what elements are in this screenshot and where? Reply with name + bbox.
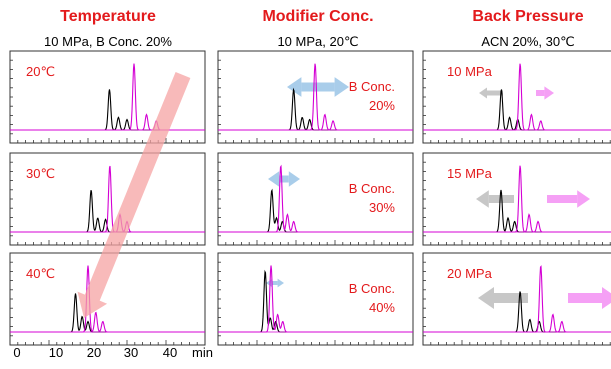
panel-label: 40% xyxy=(369,300,395,315)
shift-arrow-shaft xyxy=(487,90,503,96)
panel-label: 30℃ xyxy=(26,166,55,181)
shift-arrow-head xyxy=(479,87,487,99)
column-title-pressure: Back Pressure xyxy=(472,8,584,25)
column-subtitle-pressure: ACN 20%, 30℃ xyxy=(481,34,575,49)
trace-magenta xyxy=(218,265,413,333)
shift-arrow-head xyxy=(277,278,284,288)
panel-label: 20 MPa xyxy=(447,266,493,281)
column-subtitle-modifier: 10 MPa, 20℃ xyxy=(277,34,359,49)
shift-arrow-head xyxy=(602,287,611,309)
trend-arrow-shape xyxy=(77,72,191,318)
shift-arrow-shaft xyxy=(279,175,289,183)
shift-arrow-head xyxy=(266,278,273,288)
shift-arrow-shaft xyxy=(301,82,335,92)
panel-label: B Conc. xyxy=(349,281,395,296)
x-tick-label: 30 xyxy=(123,345,139,360)
panel-label: 10 MPa xyxy=(447,64,493,79)
shift-arrow-shaft xyxy=(272,281,278,285)
shift-arrow-head xyxy=(268,171,280,187)
chromatogram-panel: 20 MPa xyxy=(422,252,611,346)
chromatogram-panel: B Conc. 20% xyxy=(217,50,414,144)
x-tick-label: 0 xyxy=(13,345,21,360)
panel-label: 20% xyxy=(369,98,395,113)
shift-arrow-head xyxy=(334,77,349,97)
trace-black xyxy=(10,293,205,333)
chromatogram-panel: B Conc. 30% xyxy=(217,152,414,246)
panel-label: 30% xyxy=(369,200,395,215)
trend-arrow xyxy=(77,72,191,318)
shift-arrow-head xyxy=(287,77,302,97)
shift-arrow-head xyxy=(544,86,554,100)
trace-magenta xyxy=(218,63,413,131)
panel-frame xyxy=(217,252,414,346)
shift-arrow-head xyxy=(476,190,489,208)
chromatogram-panel: 40℃ xyxy=(9,252,206,346)
panel-label: B Conc. xyxy=(349,79,395,94)
shift-arrow-head xyxy=(577,190,590,208)
chromatogram-panel: 10 MPa xyxy=(422,50,611,144)
panel-label: 40℃ xyxy=(26,266,55,281)
x-tick-label: 40 xyxy=(162,345,178,360)
chromatogram-panel: B Conc. 40% xyxy=(217,252,414,346)
panel-label: 15 MPa xyxy=(447,166,493,181)
column-title-temperature: Temperature xyxy=(60,8,156,25)
panel-label: 20℃ xyxy=(26,64,55,79)
shift-arrow-head xyxy=(478,287,494,309)
shift-arrow-head xyxy=(288,171,300,187)
x-axis-unit: min xyxy=(192,345,213,360)
shift-arrow-shaft xyxy=(494,293,528,303)
chromatogram-panel: 30℃ xyxy=(9,152,206,246)
chromatogram-panel: 20℃ xyxy=(9,50,206,144)
panel-label: B Conc. xyxy=(349,181,395,196)
shift-arrow-shaft xyxy=(536,90,545,96)
column-title-modifier: Modifier Conc. xyxy=(262,8,374,25)
panel-frame xyxy=(217,152,414,246)
x-tick-label: 20 xyxy=(86,345,102,360)
x-axis-labels: 0 10 20 30 40 min xyxy=(0,345,240,367)
column-subtitle-temperature: 10 MPa, B Conc. 20% xyxy=(44,34,172,49)
shift-arrow-shaft xyxy=(547,195,578,203)
shift-arrow-shaft xyxy=(568,293,602,303)
chromatogram-panel: 15 MPa xyxy=(422,152,611,246)
x-tick-label: 10 xyxy=(48,345,64,360)
